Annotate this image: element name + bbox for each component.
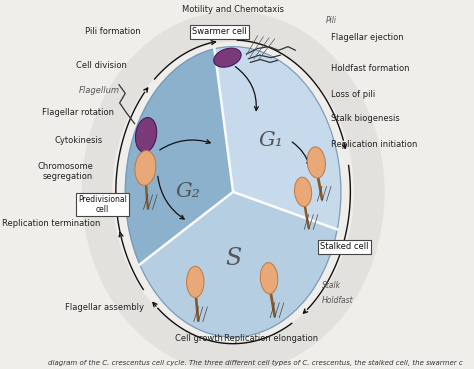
- Ellipse shape: [135, 151, 156, 185]
- Text: Flagellar ejection: Flagellar ejection: [331, 33, 404, 42]
- Text: Predivisional
cell: Predivisional cell: [78, 195, 127, 214]
- Text: Motility and Chemotaxis: Motility and Chemotaxis: [182, 6, 284, 14]
- Polygon shape: [125, 49, 233, 265]
- Ellipse shape: [307, 147, 326, 178]
- Text: Cell growth: Cell growth: [175, 334, 223, 344]
- Text: Replication termination: Replication termination: [2, 218, 100, 228]
- Text: Cell division: Cell division: [76, 61, 127, 69]
- Text: Stalked cell: Stalked cell: [320, 242, 369, 252]
- Text: Cytokinesis: Cytokinesis: [55, 136, 102, 145]
- Text: Pili: Pili: [326, 16, 337, 25]
- Text: Flagellum: Flagellum: [79, 86, 119, 95]
- Text: Flagellar assembly: Flagellar assembly: [65, 303, 144, 312]
- Text: Holdfast formation: Holdfast formation: [331, 64, 410, 73]
- Text: Holdfast: Holdfast: [322, 296, 354, 305]
- Ellipse shape: [136, 117, 157, 152]
- Text: Stalk biogenesis: Stalk biogenesis: [331, 114, 400, 123]
- Ellipse shape: [187, 266, 204, 297]
- Text: S: S: [225, 246, 241, 269]
- Text: G₁: G₁: [258, 131, 283, 150]
- Text: Replication elongation: Replication elongation: [224, 334, 318, 344]
- Text: Loss of pili: Loss of pili: [331, 90, 376, 99]
- Text: Replication initiation: Replication initiation: [331, 139, 418, 149]
- Ellipse shape: [214, 48, 241, 67]
- Text: Pili formation: Pili formation: [85, 27, 140, 37]
- Polygon shape: [140, 192, 337, 337]
- Ellipse shape: [294, 177, 312, 207]
- Polygon shape: [214, 46, 341, 230]
- Text: Stalk: Stalk: [322, 281, 341, 290]
- Text: Swarmer cell: Swarmer cell: [192, 27, 247, 37]
- Text: Flagellar rotation: Flagellar rotation: [42, 108, 114, 117]
- Ellipse shape: [260, 263, 278, 294]
- Text: G₂: G₂: [175, 182, 200, 201]
- Text: diagram of the C. crescentus cell cycle. The three different cell types of C. cr: diagram of the C. crescentus cell cycle.…: [48, 361, 463, 366]
- Text: Chromosome
segregation: Chromosome segregation: [37, 162, 93, 181]
- Ellipse shape: [125, 46, 341, 337]
